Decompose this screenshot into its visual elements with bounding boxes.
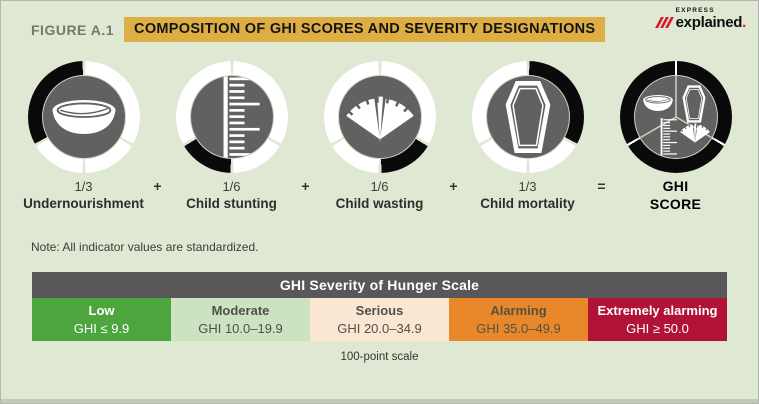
severity-range: GHI ≥ 50.0	[626, 320, 689, 336]
donut-undernourishment	[27, 61, 140, 173]
bowl-icon	[50, 97, 118, 137]
composition-diagram: 1/3 + 1/6 + 1/6 + 1/3 = GHI Undernourish…	[19, 58, 741, 214]
gauge-icon	[679, 122, 711, 144]
donut-ghi-score	[619, 61, 732, 173]
coffin-icon	[505, 80, 551, 154]
severity-cell-serious: Serious GHI 20.0–34.9	[310, 298, 449, 341]
donut-child-wasting	[323, 61, 436, 173]
fraction-child-mortality: 1/3	[518, 178, 537, 194]
equals-operator: =	[597, 178, 606, 194]
donut-child-stunting	[175, 61, 288, 173]
severity-scale: GHI Severity of Hunger Scale Low GHI ≤ 9…	[32, 272, 727, 363]
donut-ring-one-sixth	[323, 61, 436, 173]
severity-name: Extremely alarming	[597, 302, 718, 318]
coffin-icon	[682, 85, 706, 123]
severity-scale-cells: Low GHI ≤ 9.9 Moderate GHI 10.0–19.9 Ser…	[32, 298, 727, 341]
severity-range: GHI 35.0–49.9	[476, 320, 561, 336]
logo-express-text: EXPRESS	[675, 7, 715, 14]
express-stripes-icon	[654, 16, 674, 28]
scale-caption: 100-point scale	[340, 351, 419, 363]
severity-name: Serious	[355, 302, 404, 318]
severity-name: Alarming	[490, 302, 547, 318]
label-child-wasting: Child wasting	[335, 196, 424, 211]
ruler-icon	[221, 75, 263, 159]
donut-ring-one-third	[27, 61, 140, 173]
label-undernourishment: Undernourishment	[23, 196, 144, 211]
donut-ring-full	[619, 61, 732, 173]
severity-name: Moderate	[211, 302, 270, 318]
severity-cell-extremely-alarming: Extremely alarming GHI ≥ 50.0	[588, 298, 727, 341]
severity-range: GHI ≤ 9.9	[73, 320, 130, 336]
severity-cell-low: Low GHI ≤ 9.9	[32, 298, 171, 341]
ruler-icon	[659, 118, 679, 156]
donut-child-mortality	[471, 61, 584, 173]
fraction-child-stunting: 1/6	[222, 178, 241, 194]
severity-cell-alarming: Alarming GHI 35.0–49.9	[449, 298, 588, 341]
severity-range: GHI 10.0–19.9	[198, 320, 283, 336]
header: FIGURE A.1 COMPOSITION OF GHI SCORES AND…	[1, 1, 758, 42]
severity-scale-title: GHI Severity of Hunger Scale	[32, 272, 727, 298]
fraction-undernourishment: 1/3	[74, 178, 93, 194]
express-explained-logo: EXPRESS explained.	[654, 7, 747, 31]
note-text: Note: All indicator values are standardi…	[31, 240, 259, 254]
severity-cell-moderate: Moderate GHI 10.0–19.9	[171, 298, 310, 341]
plus-operator: +	[449, 178, 458, 194]
logo-explained-text: explained.	[675, 13, 747, 31]
gauge-icon	[344, 93, 416, 143]
ghi-score-label-line2: SCORE	[649, 196, 702, 212]
page-title: COMPOSITION OF GHI SCORES AND SEVERITY D…	[124, 17, 606, 42]
donut-ring-one-sixth	[175, 61, 288, 173]
logo-dot: .	[742, 13, 746, 31]
label-child-stunting: Child stunting	[186, 196, 277, 211]
plus-operator: +	[153, 178, 162, 194]
ghi-score-label-line1: GHI	[662, 178, 689, 194]
figure-label: FIGURE A.1	[31, 21, 115, 38]
fraction-child-wasting: 1/6	[370, 178, 389, 194]
severity-range: GHI 20.0–34.9	[337, 320, 422, 336]
severity-name: Low	[88, 302, 115, 318]
bowl-icon	[642, 93, 674, 113]
donut-ring-one-third	[471, 61, 584, 173]
label-child-mortality: Child mortality	[480, 196, 575, 211]
plus-operator: +	[301, 178, 310, 194]
